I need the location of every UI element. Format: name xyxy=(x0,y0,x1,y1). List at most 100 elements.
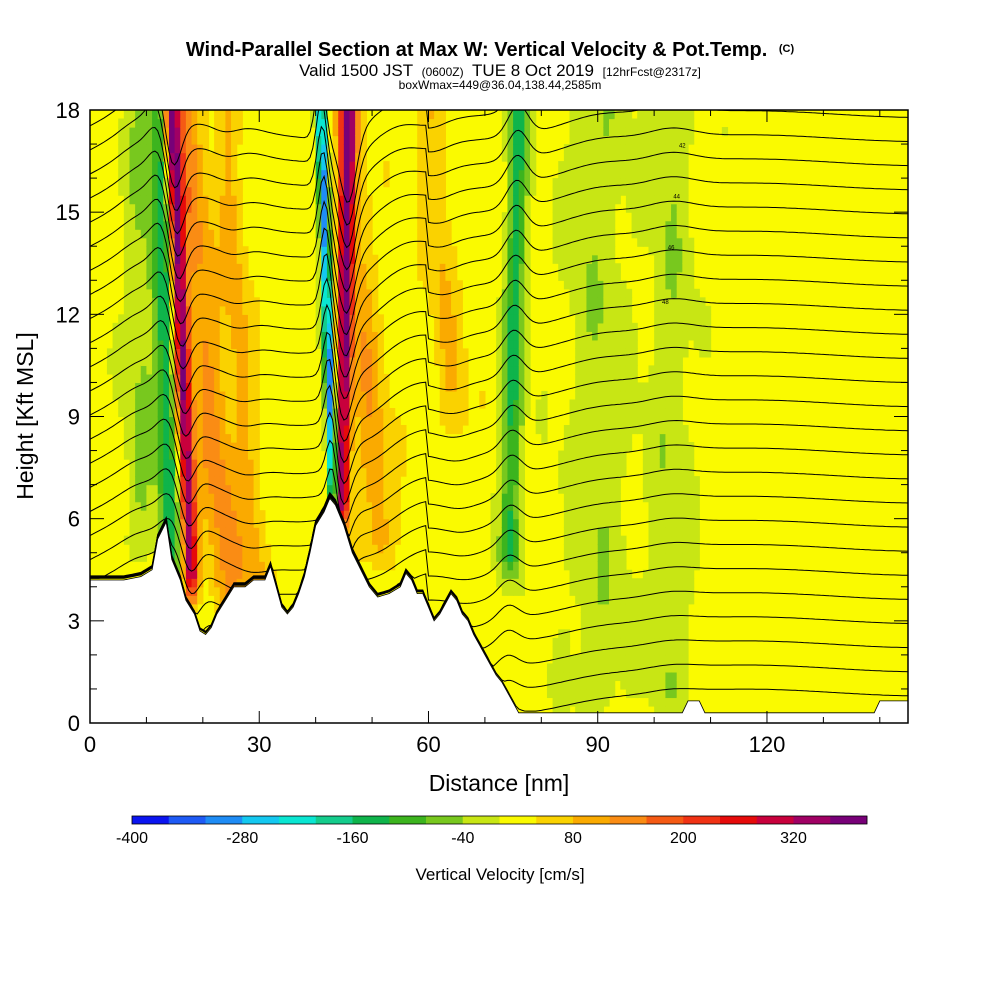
velocity-cell xyxy=(214,476,221,486)
velocity-cell xyxy=(219,280,226,290)
velocity-cell xyxy=(349,246,356,256)
velocity-cell xyxy=(236,127,243,137)
velocity-cell xyxy=(332,322,339,332)
velocity-cell xyxy=(214,229,221,239)
velocity-cell xyxy=(642,169,650,179)
velocity-cell xyxy=(321,399,328,409)
velocity-cell xyxy=(575,671,582,682)
velocity-cell xyxy=(208,493,215,503)
velocity-cell xyxy=(140,476,148,486)
velocity-cell xyxy=(208,288,215,298)
velocity-cell xyxy=(659,518,667,528)
velocity-cell xyxy=(349,399,356,409)
velocity-cell xyxy=(163,416,170,426)
velocity-cell xyxy=(349,356,356,367)
velocity-cell xyxy=(129,212,136,222)
velocity-cell xyxy=(563,442,571,452)
velocity-cell xyxy=(592,339,599,349)
velocity-cell xyxy=(214,407,221,418)
velocity-cell xyxy=(575,595,582,605)
velocity-cell xyxy=(400,442,407,452)
velocity-cell xyxy=(214,254,221,264)
velocity-cell xyxy=(163,373,170,384)
velocity-cell xyxy=(586,544,593,554)
velocity-cell xyxy=(575,263,582,273)
velocity-cell xyxy=(501,339,509,349)
velocity-cell xyxy=(614,416,621,426)
velocity-cell xyxy=(123,356,131,367)
velocity-cell xyxy=(625,620,633,630)
velocity-cell xyxy=(197,169,204,179)
velocity-cell xyxy=(140,356,148,367)
velocity-cell xyxy=(400,459,407,469)
velocity-cell xyxy=(219,493,226,503)
velocity-cell xyxy=(197,493,204,503)
velocity-cell xyxy=(637,654,644,664)
velocity-cell xyxy=(586,127,593,137)
velocity-cell xyxy=(637,118,644,128)
velocity-cell xyxy=(253,561,260,571)
velocity-cell xyxy=(580,637,588,647)
velocity-cell xyxy=(569,229,576,239)
velocity-cell xyxy=(546,688,554,699)
velocity-cell xyxy=(152,356,159,367)
velocity-cell xyxy=(456,331,463,341)
velocity-cell xyxy=(219,510,226,520)
velocity-cell xyxy=(665,544,672,554)
velocity-cell xyxy=(135,399,142,409)
velocity-cell xyxy=(614,629,621,639)
velocity-cell xyxy=(518,339,525,349)
velocity-cell xyxy=(524,314,531,324)
velocity-cell xyxy=(360,161,368,171)
velocity-cell xyxy=(191,552,198,562)
velocity-cell xyxy=(625,348,633,358)
velocity-cell xyxy=(157,493,164,503)
velocity-cell xyxy=(146,297,153,307)
velocity-cell xyxy=(214,297,221,307)
velocity-cell xyxy=(575,680,582,690)
velocity-cell xyxy=(580,178,588,188)
velocity-cell xyxy=(603,459,610,469)
velocity-cell xyxy=(338,220,345,230)
velocity-cell xyxy=(575,373,582,384)
velocity-cell xyxy=(123,297,131,307)
velocity-cell xyxy=(214,161,221,171)
velocity-cell xyxy=(236,459,243,469)
velocity-cell xyxy=(197,305,204,315)
velocity-cell xyxy=(377,425,384,435)
velocity-cell xyxy=(693,297,700,307)
velocity-cell xyxy=(315,169,322,179)
velocity-cell xyxy=(693,484,700,494)
velocity-cell xyxy=(603,271,610,281)
velocity-cell xyxy=(665,152,672,162)
velocity-cell xyxy=(366,467,373,477)
velocity-cell xyxy=(682,331,689,341)
velocity-cell xyxy=(451,416,458,426)
velocity-cell xyxy=(563,212,571,222)
velocity-cell xyxy=(231,288,238,298)
velocity-cell xyxy=(671,280,678,290)
velocity-cell xyxy=(603,595,610,605)
velocity-cell xyxy=(637,220,644,230)
velocity-cell xyxy=(597,246,604,256)
velocity-cell xyxy=(603,237,610,247)
velocity-cell xyxy=(586,212,593,222)
velocity-cell xyxy=(202,425,210,435)
velocity-cell xyxy=(123,254,131,264)
velocity-cell xyxy=(315,186,322,196)
velocity-cell xyxy=(231,254,238,264)
velocity-cell xyxy=(152,263,159,273)
velocity-cell xyxy=(383,476,390,486)
velocity-cell xyxy=(676,595,683,605)
velocity-cell xyxy=(208,390,215,401)
velocity-cell xyxy=(321,297,328,307)
velocity-cell xyxy=(231,314,238,324)
velocity-cell xyxy=(191,433,198,443)
velocity-cell xyxy=(586,535,593,545)
velocity-cell xyxy=(247,373,255,384)
velocity-cell xyxy=(168,535,176,545)
velocity-cell xyxy=(168,297,176,307)
velocity-cell xyxy=(372,510,379,520)
velocity-cell xyxy=(518,399,525,409)
velocity-cell xyxy=(225,246,232,256)
